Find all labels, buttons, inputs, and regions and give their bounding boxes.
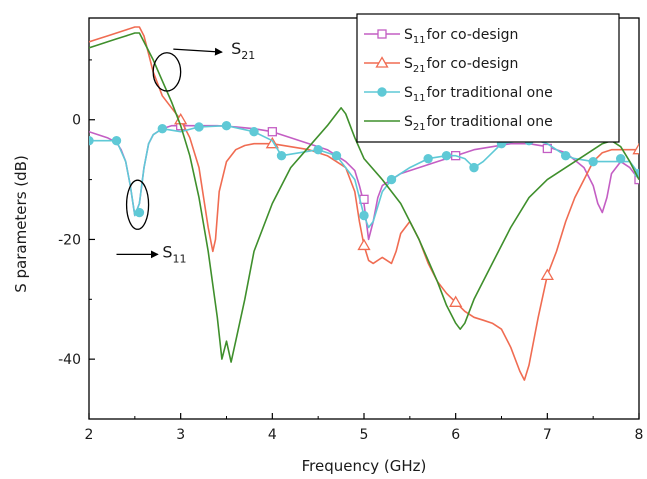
data-point-circle [194,122,204,132]
y-tick-label: -40 [58,352,81,368]
data-point-circle [89,135,94,146]
x-tick-label: 7 [543,427,552,443]
legend-label-main: S [404,56,413,72]
legend-item-3: S11for traditional one [364,85,553,104]
annotation-label: S21 [231,39,255,62]
series-2 [89,26,639,381]
series-4 [89,32,639,363]
x-tick-label: 5 [360,427,369,443]
highlight-ellipse [152,52,182,92]
data-point-triangle [375,56,389,68]
legend-item-1: S11for co-design [364,27,518,46]
data-point-circle [111,135,122,146]
y-tick-label: 0 [72,113,81,129]
data-point-circle [377,87,387,97]
data-point-circle [157,124,168,134]
legend-label-main: S [404,27,413,43]
legend-box [356,13,620,143]
annotation-arrow [173,47,223,56]
data-point-circle [423,153,433,164]
data-point-triangle [357,238,371,251]
annotation-label-main: S [162,242,172,261]
data-point-triangle [632,142,639,155]
series-line [89,26,639,381]
legend-label-main: S [404,114,413,130]
data-point-circle [134,207,145,218]
x-axis-label: Frequency (GHz) [302,457,427,475]
highlight-ellipse [125,179,150,230]
y-tick-label: -20 [58,232,81,248]
data-point-circle [359,210,369,221]
x-tick-label: 8 [635,427,644,443]
data-point-circle [221,121,232,131]
series-layer [89,26,639,381]
legend-label: S11for traditional one [404,85,553,104]
data-point-circle [386,174,397,185]
x-axis: 2 3 4 5 6 7 8 [85,413,644,443]
data-point-circle [588,156,598,167]
legend-label: S21for traditional one [404,114,553,133]
x-tick-label: 4 [268,427,277,443]
y-axis: 0 -20 -40 [58,59,95,368]
data-point-circle [634,168,639,179]
x-tick-label: 3 [176,427,185,443]
x-tick-label: 6 [451,427,460,443]
legend-item-4: S21for traditional one [364,114,553,133]
data-point-circle [469,162,479,173]
data-point-circle [560,150,571,161]
data-point-square [377,29,387,39]
series-line [89,32,639,363]
legend-label-sub: 11 [413,35,426,46]
legend-label-rest: for co-design [427,56,519,72]
legend-label-sub: 11 [413,93,426,104]
legend-label-rest: for traditional one [427,85,553,101]
data-point-circle [331,150,342,161]
data-point-square [267,127,277,137]
legend-item-2: S21for co-design [364,56,518,75]
annotation-label-main: S [231,39,241,58]
y-axis-label: S parameters (dB) [12,155,30,293]
x-tick-label: 2 [85,427,94,443]
annotation-label: S11 [162,242,186,265]
legend-label: S11for co-design [404,27,518,46]
annotation-label-sub: 21 [241,49,255,62]
annotation-label-sub: 11 [172,252,186,265]
data-point-circle [249,127,259,137]
data-point-circle [313,144,323,155]
legend-label-sub: 21 [413,122,426,133]
legend-label-sub: 21 [413,64,426,75]
data-point-triangle [540,268,554,281]
data-point-square [634,174,639,185]
legend-label-rest: for traditional one [427,114,553,130]
data-point-triangle [449,295,463,307]
data-point-circle [276,150,287,161]
legend-label: S21for co-design [404,56,518,75]
legend-label-main: S [404,85,413,101]
data-point-circle [615,153,626,164]
data-point-circle [441,150,452,161]
legend-label-rest: for co-design [427,27,519,43]
